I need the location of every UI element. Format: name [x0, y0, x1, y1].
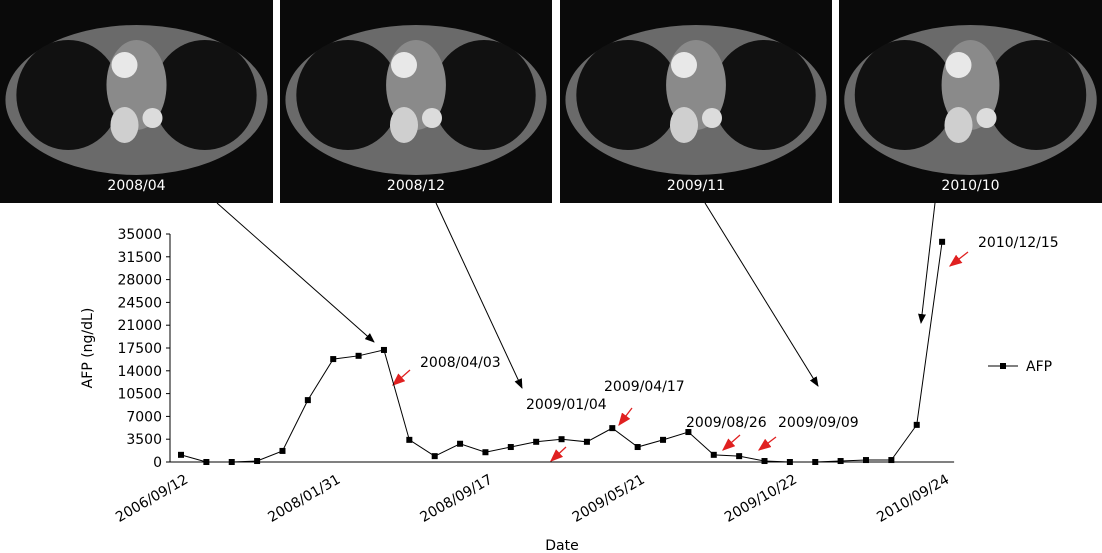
data-point — [913, 421, 920, 428]
data-point — [558, 436, 565, 443]
data-point — [380, 346, 387, 353]
ct-spine — [390, 107, 418, 143]
x-tick-label: 2010/09/24 — [874, 472, 952, 526]
ct-lung — [16, 40, 121, 150]
y-tick-label: 10500 — [117, 387, 162, 403]
y-tick-label: 28000 — [117, 273, 162, 289]
image-label: 2008/12 — [387, 178, 445, 194]
data-point — [431, 453, 438, 460]
data-point — [736, 453, 743, 460]
data-point — [660, 436, 667, 443]
y-tick-label: 31500 — [117, 250, 162, 266]
x-tick-label: 2009/05/21 — [570, 472, 648, 526]
y-tick-label: 0 — [153, 455, 162, 471]
data-point — [304, 397, 311, 404]
y-tick-label: 7000 — [126, 409, 162, 425]
data-point — [837, 458, 844, 465]
data-point — [279, 447, 286, 454]
ct-lung — [296, 40, 400, 150]
ct-lung — [152, 40, 257, 150]
data-point — [786, 459, 793, 465]
legend-marker — [1000, 363, 1006, 369]
pointer-arrow — [435, 202, 523, 389]
red-arrow — [757, 436, 777, 451]
ct-lung — [576, 40, 680, 150]
data-point — [203, 459, 210, 465]
data-point — [457, 440, 464, 447]
image-label: 2010/10 — [941, 178, 999, 194]
data-point — [330, 356, 337, 363]
pointer-arrow — [216, 202, 375, 343]
pointer-arrow — [918, 202, 936, 324]
data-point — [254, 458, 261, 465]
data-point — [533, 438, 540, 445]
ct-vessel — [976, 108, 997, 128]
ct-vessel — [391, 52, 417, 78]
data-point — [609, 425, 616, 432]
ct-vessel — [702, 108, 722, 128]
data-point — [710, 451, 717, 458]
y-axis-label: AFP (ng/dL) — [80, 308, 96, 389]
ct-panels: 2008/04 2008/12 2009/11 2010/10 — [0, 0, 1102, 203]
data-point — [507, 444, 514, 451]
ct-vessel — [422, 108, 442, 128]
red-arrow — [392, 369, 411, 386]
ct-vessel — [142, 108, 163, 128]
image-label: 2008/04 — [107, 178, 165, 194]
data-point — [406, 436, 413, 443]
red-arrow — [948, 251, 969, 267]
image-label: 2009/11 — [667, 178, 725, 194]
annotation: 2009/08/26 — [686, 415, 767, 431]
ct-vessel — [111, 52, 138, 78]
data-point — [355, 352, 362, 359]
data-point — [482, 449, 489, 456]
y-tick-label: 24500 — [117, 295, 162, 311]
data-point — [634, 444, 641, 451]
ct-lung — [432, 40, 536, 150]
annotation: 2010/12/15 — [978, 235, 1059, 251]
pointer-arrow — [704, 202, 819, 387]
data-point — [939, 238, 946, 245]
data-point — [685, 429, 692, 436]
annotation: 2009/09/09 — [778, 415, 859, 431]
x-tick-label: 2008/09/17 — [418, 472, 496, 526]
y-tick-label: 3500 — [126, 432, 162, 448]
x-axis-label: Date — [545, 538, 578, 553]
data-point — [812, 459, 819, 465]
ct-lung — [854, 40, 955, 150]
x-tick-label: 2009/10/22 — [722, 472, 800, 526]
data-point — [583, 438, 590, 445]
x-tick-label: 2008/01/31 — [265, 472, 343, 526]
annotation: 2008/04/03 — [420, 355, 501, 371]
data-point — [761, 458, 768, 465]
data-point — [862, 457, 869, 464]
y-tick-label: 14000 — [117, 364, 162, 380]
data-point — [178, 451, 184, 458]
x-tick-label: 2006/09/12 — [113, 472, 191, 526]
ct-lung — [712, 40, 816, 150]
red-arrow — [722, 434, 741, 451]
ct-vessel — [945, 52, 972, 78]
red-arrows — [392, 251, 969, 462]
ct-vessel — [671, 52, 697, 78]
legend-label: AFP — [1026, 359, 1052, 375]
data-point — [888, 457, 895, 464]
ct-lung — [986, 40, 1087, 150]
annotation: 2009/04/17 — [604, 379, 685, 395]
data-point — [228, 459, 235, 465]
y-tick-label: 21000 — [117, 318, 162, 334]
ct-spine — [944, 107, 973, 143]
y-tick-label: 35000 — [117, 227, 162, 243]
ct-spine — [670, 107, 698, 143]
y-tick-label: 17500 — [117, 341, 162, 357]
ct-spine — [110, 107, 139, 143]
red-arrow — [618, 407, 633, 427]
annotation: 2009/01/04 — [526, 397, 607, 413]
red-arrow — [550, 446, 567, 462]
